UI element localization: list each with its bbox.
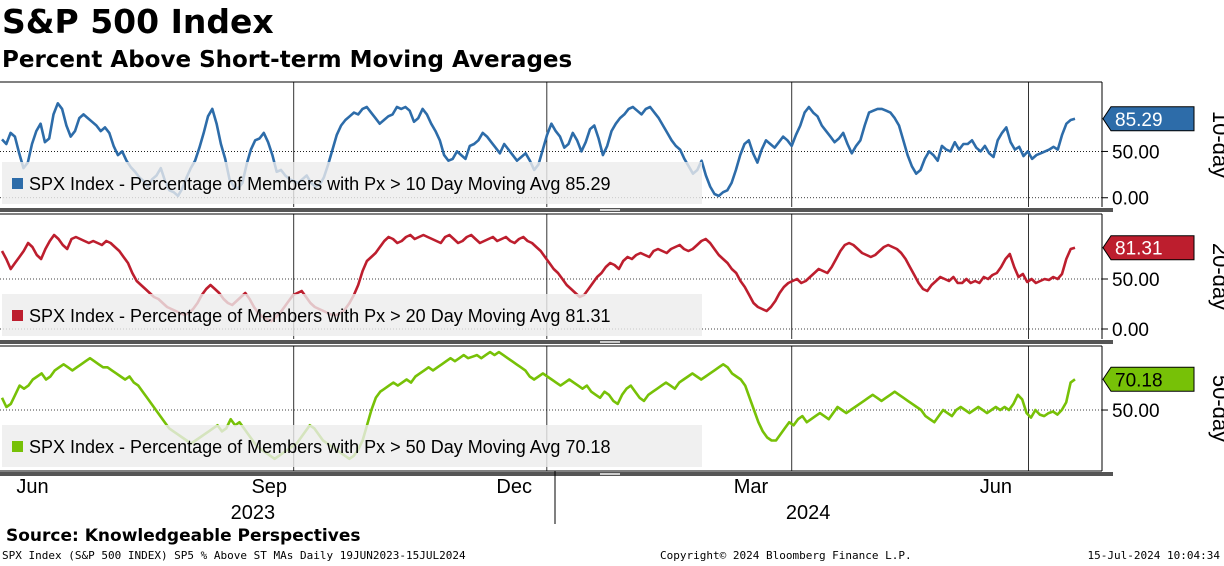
panel-divider	[0, 340, 1113, 344]
last-value-text: 70.18	[1115, 370, 1163, 391]
panel-side-label: 10-day	[1208, 111, 1224, 178]
last-value-text: 81.31	[1115, 239, 1163, 260]
source-note: Source: Knowledgeable Perspectives	[6, 526, 361, 546]
panel-resize-handle	[600, 209, 620, 211]
panel-10-day: 50.00 0.00 SPX Index - Percentage of Membe…	[0, 81, 1224, 212]
legend-box	[2, 162, 702, 204]
y-tick-label: 50.00	[1112, 270, 1160, 291]
panel-20-day: 50.00 0.00 SPX Index - Percentage of Membe…	[0, 213, 1224, 344]
last-value-tag: 85.29	[1102, 106, 1195, 132]
x-tick-label: Jun	[16, 476, 48, 498]
x-tick-label: Dec	[496, 476, 532, 498]
chart-title: S&P 500 Index	[2, 2, 274, 41]
last-value-marker	[1102, 235, 1195, 261]
panel-side-label: 20-day	[1208, 243, 1224, 310]
panel-divider	[0, 208, 1113, 212]
legend-label: SPX Index - Percentage of Members with P…	[29, 174, 610, 194]
legend-swatch	[12, 310, 23, 321]
x-tick-label: Jun	[980, 476, 1012, 498]
legend-label: SPX Index - Percentage of Members with P…	[29, 437, 610, 457]
legend-box	[2, 294, 702, 336]
y-tick-label: 0.00	[1112, 320, 1149, 341]
chart-subtitle: Percent Above Short-term Moving Averages	[2, 47, 573, 73]
footer-timestamp: 15-Jul-2024 10:04:34	[1087, 549, 1220, 562]
legend-box	[2, 425, 702, 467]
legend-swatch	[12, 441, 23, 452]
legend-swatch	[12, 178, 23, 189]
panel-divider	[0, 472, 1113, 476]
y-tick-label: 0.00	[1112, 189, 1149, 210]
chart-area: 50.00 0.00 SPX Index - Percentage of Membe…	[0, 81, 1224, 524]
panel-side-label: 50-day	[1208, 375, 1224, 442]
y-tick-label: 50.00	[1112, 142, 1160, 163]
x-year-label: 2024	[786, 502, 831, 524]
footer-copyright: Copyright© 2024 Bloomberg Finance L.P.	[660, 549, 912, 562]
last-value-tag: 81.31	[1102, 235, 1195, 261]
x-tick-label: Mar	[734, 476, 769, 498]
x-tick-label: Sep	[251, 476, 287, 498]
y-tick-label: 50.00	[1112, 401, 1160, 422]
last-value-tag: 70.18	[1102, 366, 1195, 392]
last-value-text: 85.29	[1115, 110, 1163, 131]
panel-50-day: 50.00 SPX Index - Percentage of Members w…	[0, 345, 1224, 476]
last-value-marker	[1102, 106, 1195, 132]
x-year-label: 2023	[231, 502, 276, 524]
last-value-marker	[1102, 366, 1195, 392]
footer-security-info: SPX Index (S&P 500 INDEX) SP5 % Above ST…	[2, 549, 466, 562]
panel-resize-handle	[600, 473, 620, 475]
legend-label: SPX Index - Percentage of Members with P…	[29, 306, 610, 326]
panel-resize-handle	[600, 341, 620, 343]
